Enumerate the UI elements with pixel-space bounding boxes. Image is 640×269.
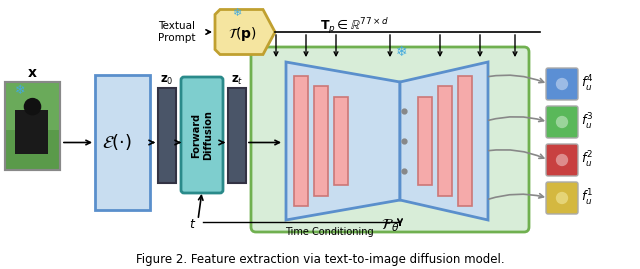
Text: $\mathcal{F}_\theta$: $\mathcal{F}_\theta$ <box>381 218 399 234</box>
FancyBboxPatch shape <box>251 47 529 232</box>
Bar <box>438 86 452 196</box>
Text: $\mathbf{x}$: $\mathbf{x}$ <box>27 66 38 80</box>
Text: Forward
Diffusion: Forward Diffusion <box>191 110 212 160</box>
Bar <box>5 82 60 170</box>
Text: ❄: ❄ <box>396 45 408 59</box>
Text: $\mathbf{z}_0$: $\mathbf{z}_0$ <box>160 73 174 87</box>
Bar <box>228 88 246 183</box>
Text: ❄: ❄ <box>15 83 26 97</box>
Circle shape <box>556 192 568 204</box>
Text: $f^1_u$: $f^1_u$ <box>581 188 593 208</box>
Polygon shape <box>286 62 400 220</box>
Text: $f^3_u$: $f^3_u$ <box>581 112 593 132</box>
Circle shape <box>556 78 568 90</box>
Text: ❄: ❄ <box>232 9 242 19</box>
Polygon shape <box>400 62 488 220</box>
Bar <box>314 86 328 196</box>
Text: Figure 2. Feature extraction via text-to-image diffusion model.: Figure 2. Feature extraction via text-to… <box>136 253 504 266</box>
Text: $\mathbf{T}_p \in \mathbb{R}^{77 \times d}$: $\mathbf{T}_p \in \mathbb{R}^{77 \times … <box>320 16 389 36</box>
Bar <box>458 76 472 206</box>
Text: $t$: $t$ <box>189 218 196 232</box>
FancyBboxPatch shape <box>546 144 578 176</box>
Polygon shape <box>215 9 275 55</box>
Text: Textual
Prompt: Textual Prompt <box>158 21 196 43</box>
Text: $\mathcal{T}(\mathbf{p})$: $\mathcal{T}(\mathbf{p})$ <box>228 25 256 43</box>
Polygon shape <box>95 75 150 210</box>
Bar <box>334 97 348 185</box>
Text: $\mathbf{z}_t$: $\mathbf{z}_t$ <box>231 73 243 87</box>
Bar <box>294 76 308 206</box>
Text: Time Conditioning: Time Conditioning <box>285 227 373 237</box>
Circle shape <box>24 98 42 115</box>
Text: $f^4_u$: $f^4_u$ <box>581 74 593 94</box>
Text: $\mathcal{E}(\cdot)$: $\mathcal{E}(\cdot)$ <box>102 133 132 153</box>
Text: $f^2_u$: $f^2_u$ <box>581 150 593 170</box>
Circle shape <box>556 154 568 166</box>
Bar <box>5 82 60 170</box>
FancyBboxPatch shape <box>546 106 578 138</box>
Bar <box>158 88 176 183</box>
FancyBboxPatch shape <box>546 182 578 214</box>
Bar <box>418 97 432 185</box>
Circle shape <box>556 116 568 128</box>
FancyBboxPatch shape <box>546 68 578 100</box>
FancyBboxPatch shape <box>181 77 223 193</box>
Bar <box>15 110 48 154</box>
Bar <box>5 82 60 130</box>
